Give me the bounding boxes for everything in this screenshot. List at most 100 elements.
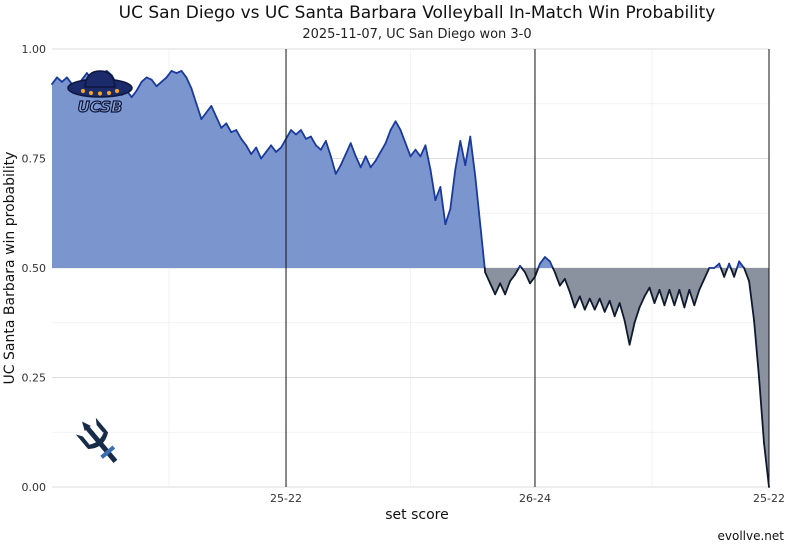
ucsd-line-segment — [698, 278, 706, 291]
ucsb-line-segment — [414, 148, 422, 158]
ucsb-line-segment — [56, 76, 63, 83]
ucsd-line-segment — [623, 319, 631, 346]
ucsb-line-segment — [220, 122, 228, 129]
ucsd-line-segment — [643, 286, 651, 298]
x-tick-label: 25-22 — [753, 492, 785, 505]
ucsb-line-segment — [444, 207, 452, 226]
y-tick-label: 0.75 — [22, 153, 47, 166]
ucsb-line-segment — [394, 120, 402, 131]
ucsd-line-segment — [678, 288, 686, 309]
ucsd-line-segment — [663, 288, 671, 307]
ucsb-line-segment — [130, 89, 138, 99]
ucsd-line-segment — [633, 306, 641, 324]
ucsb-line-segment — [399, 129, 407, 145]
ucsb-area — [52, 70, 486, 269]
ucsb-line-segment — [80, 72, 88, 81]
ucsb-line-segment — [250, 146, 258, 156]
ucsb-line-segment — [429, 168, 437, 202]
ucsb-line-segment — [344, 142, 352, 156]
ucsd-line-segment — [729, 267, 736, 278]
ucsd-line-segment — [719, 267, 726, 278]
chart-subtitle: 2025-11-07, UC San Diego won 3-0 — [302, 27, 531, 42]
ucsb-line-segment — [364, 155, 372, 169]
plot-area: 0.00 0.25 0.50 0.75 1.00 25-22 26-24 25-22 — [22, 43, 785, 505]
ucsb-line-segment — [384, 129, 392, 145]
ucsb-logo: UCSB — [67, 70, 133, 117]
ucsb-line-segment — [145, 76, 153, 81]
y-axis-title-wrap: UC Santa Barbara win probability — [2, 152, 18, 385]
ucsb-line-segment — [270, 144, 277, 153]
ucsd-line-segment — [509, 273, 516, 283]
ucsb-line-segment — [225, 122, 233, 134]
y-tick-label: 0.25 — [22, 372, 47, 385]
ucsb-line-segment — [409, 148, 417, 158]
ucsd-area — [744, 268, 769, 487]
ucsb-line-segment — [235, 129, 243, 140]
ucsd-line-segment — [653, 288, 661, 304]
ucsb-line-segment — [255, 146, 263, 160]
chart-title: UC San Diego vs UC Santa Barbara Volleyb… — [119, 3, 716, 23]
ucsb-line-segment — [439, 186, 447, 226]
ucsd-line-segment — [524, 271, 531, 285]
ucsb-line-segment — [280, 137, 287, 149]
ucsd-line-segment — [723, 267, 729, 278]
ucsb-line-segment — [419, 144, 427, 158]
ucsd-line-segment — [484, 271, 492, 285]
ucsd-line-segment — [648, 286, 656, 304]
ucsd-trident-logo — [75, 417, 118, 463]
ucsd-line-segment — [683, 288, 691, 309]
ucsb-line-segment — [738, 260, 746, 269]
ucsb-line-segment — [479, 223, 486, 269]
ucsd-line-segment — [598, 297, 606, 313]
ucsb-line-segment — [374, 151, 382, 162]
ucsb-line-segment — [305, 135, 312, 140]
ucsb-line-segment — [354, 155, 362, 169]
ucsb-line-segment — [329, 155, 337, 175]
ucsb-line-segment — [265, 144, 272, 153]
ucsb-line-segment — [339, 153, 347, 166]
ucsd-line-segment — [688, 288, 696, 307]
ucsd-line-segment — [673, 288, 681, 307]
ucsd-line-segment — [693, 288, 701, 307]
ucsb-line-segment — [240, 137, 248, 147]
ucsd-line-segment — [499, 282, 507, 296]
ucsb-line-segment — [349, 142, 357, 158]
ucsb-line-segment — [245, 144, 253, 156]
y-tick-label: 1.00 — [22, 43, 47, 56]
ucsb-line-segment — [334, 164, 342, 175]
ucsb-line-segment — [150, 78, 158, 88]
ucsd-line-segment — [748, 280, 755, 322]
ucsd-line-segment — [593, 297, 601, 311]
ucsd-line-segment — [603, 299, 611, 313]
ucsd-line-segment — [489, 282, 497, 296]
ucsb-line-segment — [424, 144, 432, 171]
ucsb-line-segment — [230, 129, 238, 134]
ucsd-line-segment — [494, 282, 502, 296]
ucsd-line-segment — [628, 321, 636, 346]
ucsb-line-segment — [713, 262, 721, 269]
ucsb-line-segment — [140, 76, 148, 83]
ucsb-line-segment — [200, 111, 208, 120]
x-tick-label: 26-24 — [519, 492, 551, 505]
ucsb-line-segment — [300, 129, 307, 140]
ucsb-line-segment — [324, 140, 332, 158]
ucsb-line-segment — [210, 105, 218, 118]
ucsd-line-segment — [558, 278, 566, 287]
ucsd-line-segment — [618, 302, 626, 322]
ucsb-line-segment — [310, 135, 317, 147]
ucsd-line-segment — [514, 267, 520, 276]
ucsd-line-segment — [529, 275, 536, 285]
ucsd-line-segment — [534, 267, 540, 278]
ucsb-line-segment — [389, 120, 397, 131]
ucsb-line-segment — [175, 70, 183, 74]
ucsb-line-segment — [379, 142, 387, 153]
credit-text: evollve.net — [718, 529, 785, 543]
ucsd-line-segment — [563, 278, 571, 293]
ucsb-line-segment — [205, 105, 213, 114]
ucsb-line-segment — [170, 70, 178, 74]
ucsd-line-segment — [753, 319, 760, 379]
ucsd-line-segment — [668, 288, 676, 307]
ucsb-line-segment — [290, 129, 297, 136]
y-tick-label: 0.00 — [22, 481, 47, 494]
ucsd-line-segment — [758, 376, 765, 445]
